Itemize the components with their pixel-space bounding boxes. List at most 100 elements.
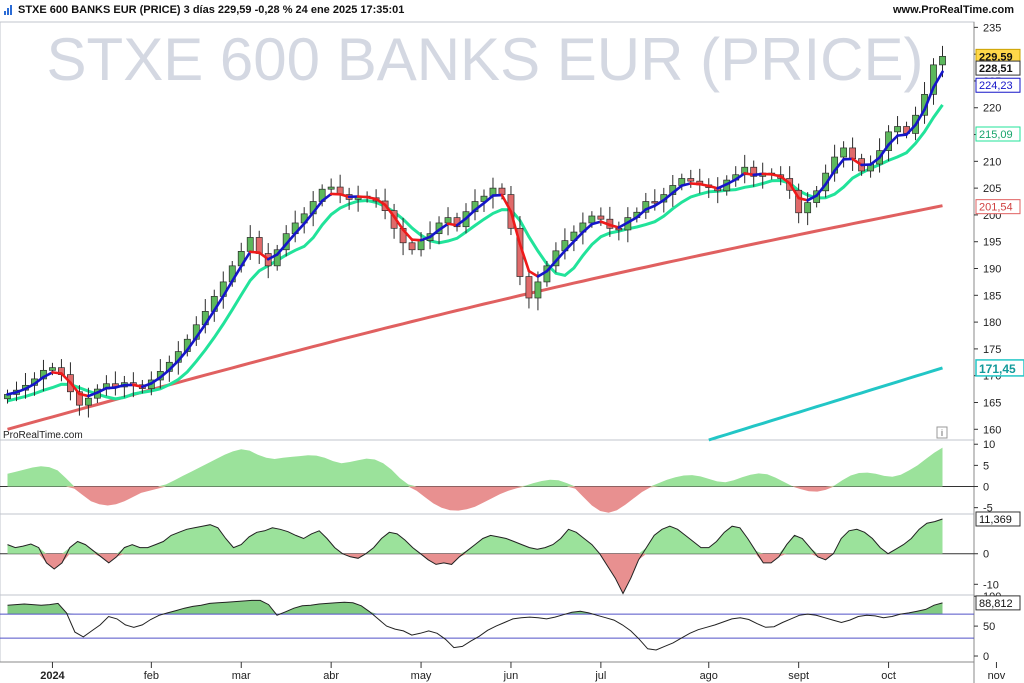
fast-ma-segment <box>24 382 36 391</box>
fast-ma-segment <box>446 222 459 227</box>
chart-header-title: STXE 600 BANKS EUR (PRICE) 3 días 229,59… <box>18 4 405 16</box>
fast-ma-segment <box>302 211 315 225</box>
candle-body <box>85 397 92 406</box>
fast-moving-average <box>6 70 944 398</box>
fast-ma-segment <box>869 156 881 166</box>
candle-body <box>273 249 281 267</box>
fast-ma-segment <box>527 269 540 278</box>
fast-ma-segment <box>320 192 333 203</box>
x-tick-label: sept <box>788 670 809 682</box>
y-tick-label-osc1: -5 <box>983 503 993 515</box>
fast-ma-segment <box>698 182 711 188</box>
y-tick-label-price: 165 <box>983 397 1001 409</box>
x-tick-label: ago <box>700 670 718 682</box>
candle-body <box>246 237 254 252</box>
osc2-value: 11,369 <box>979 514 1012 526</box>
osc3-line <box>7 599 943 651</box>
fast-ma-segment <box>6 391 18 396</box>
fast-ma-segment <box>383 203 396 218</box>
fast-ma-segment <box>518 242 531 273</box>
candle-body <box>804 202 812 214</box>
osc3-value-box <box>975 595 1021 611</box>
fast-ma-segment <box>590 220 603 226</box>
osc1-positive-area <box>7 447 943 487</box>
osc1-negative-area <box>7 486 943 513</box>
fast-ma-segment <box>132 383 144 389</box>
fast-ma-segment <box>105 386 117 390</box>
fast-ma-segment <box>212 294 225 312</box>
candle-body <box>408 242 416 251</box>
fast-ma-segment <box>554 249 567 263</box>
fast-ma-segment <box>491 193 504 197</box>
candle-body <box>49 367 56 371</box>
fast-ma-segment <box>905 123 917 136</box>
site-url[interactable]: www.ProRealTime.com <box>892 4 1014 16</box>
fast-ma-segment <box>680 182 693 187</box>
candle-body <box>588 215 596 224</box>
candle-body <box>687 178 695 182</box>
fast-ma-segment <box>725 178 738 186</box>
fast-ma-segment <box>914 108 926 127</box>
fast-ma-segment <box>239 250 252 268</box>
fast-ma-segment <box>15 387 27 394</box>
fast-ma-segment <box>392 215 405 231</box>
price-badge: 229,59 <box>979 51 1013 63</box>
fast-ma-segment <box>932 70 944 89</box>
fast-ma-segment <box>194 323 207 339</box>
fast-ma-segment <box>186 336 198 352</box>
fast-ma-segment <box>770 173 782 178</box>
oscillator-3-panel <box>0 599 974 651</box>
fast-ma-segment <box>500 193 513 214</box>
fast-ma-segment <box>338 192 351 199</box>
candle-body <box>651 201 659 204</box>
candle-body <box>525 276 533 299</box>
fast-ma-segment <box>257 251 270 261</box>
fast-ma-segment <box>365 195 378 201</box>
y-tick-label-price: 210 <box>983 156 1001 168</box>
fast-ma-segment <box>707 184 720 190</box>
osc2-line <box>7 518 943 595</box>
fast-ma-segment <box>923 85 935 111</box>
long-moving-average <box>708 366 943 442</box>
fast-ma-segment <box>671 184 684 195</box>
mid-ma-badge-box <box>975 77 1021 93</box>
y-tick-label-osc2: 0 <box>983 549 989 561</box>
y-tick-label-osc3: 50 <box>983 621 995 633</box>
x-tick-label: oct <box>881 670 896 682</box>
fast-ma-segment <box>69 381 81 396</box>
slow-ma-badge-box <box>975 199 1021 215</box>
slow-ma-line <box>7 204 943 431</box>
info-icon[interactable] <box>936 426 948 439</box>
slow-moving-average <box>7 204 943 431</box>
fast-ma-segment <box>779 175 791 185</box>
candle-body <box>597 215 605 220</box>
fast-ma-segment <box>653 198 666 208</box>
brand-label: ProRealTime.com <box>3 430 83 441</box>
fast-ma-segment <box>248 250 261 254</box>
panel-frame-o3 <box>0 594 975 663</box>
fast-ma-segment <box>275 242 288 256</box>
fast-ma-segment <box>230 264 243 283</box>
long-ma-badge: 171,45 <box>979 362 1016 376</box>
fast-ma-segment <box>356 195 369 199</box>
y-tick-label-osc2: -10 <box>983 579 999 591</box>
oscillator-1-panel <box>0 447 974 513</box>
candle-body <box>849 147 857 160</box>
fast-ma-segment <box>626 216 639 224</box>
y-tick-label-price: 175 <box>983 344 1001 356</box>
fast-ma-segment <box>509 210 522 246</box>
x-axis-ticks: 2024febmarabrmayjunjulagoseptoctnovdic20… <box>40 662 1006 682</box>
fast-ma-segment <box>221 279 234 298</box>
fast-ma-segment <box>545 259 558 273</box>
x-tick-label: 2024 <box>40 670 65 682</box>
watermark-title: STXE 600 BANKS EUR (PRICE) <box>47 26 924 93</box>
fast-ma-segment <box>266 253 279 261</box>
long-ma-badge-box <box>975 359 1024 377</box>
panel-frames <box>0 21 975 683</box>
fast-ma-segment <box>401 228 414 242</box>
fast-ma-segment <box>311 199 324 214</box>
fast-ma-segment <box>617 221 630 229</box>
y-tick-label-osc3: 0 <box>983 651 989 663</box>
